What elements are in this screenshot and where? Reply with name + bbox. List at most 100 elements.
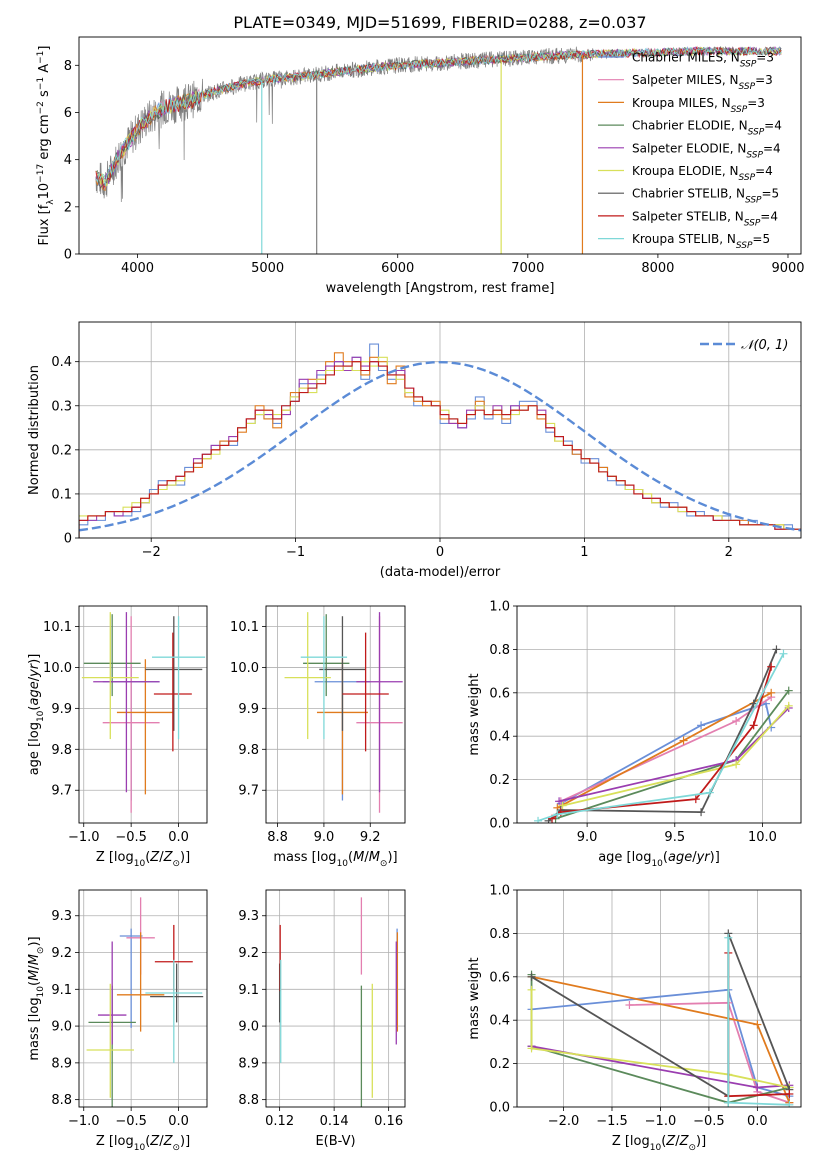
x-tick-label: 8.8	[267, 830, 288, 845]
y-tick-label: 0.1	[51, 487, 72, 502]
x-tick-label: 0.0	[747, 1114, 768, 1129]
axes-weight-vs-z: −2.0 −1.5 −1.0 −0.5 0.0 0.0 0.2 0.4 0.6 0.8 1.0 Z […	[467, 884, 802, 1153]
legend-entry-label: Salpeter ELODIE, NSSP=4	[632, 141, 781, 160]
y-axis-label: Normed distribution	[27, 365, 42, 495]
plot-area-residuals	[79, 322, 801, 538]
y-tick-label: 10.0	[230, 661, 259, 676]
axes-weight-vs-age: 9.0 9.5 10.0 0.0 0.2 0.4 0.6 0.8 1.0 age [log10(a…	[467, 600, 802, 869]
x-tick-label: 5000	[251, 261, 284, 276]
x-axis-label: age [log10(age/yr)]	[598, 850, 720, 869]
y-tick-label: 9.8	[51, 743, 72, 758]
plot-area-age-vs-mass	[266, 606, 405, 823]
x-tick-label: 2	[725, 545, 733, 560]
axes-frame	[78, 36, 802, 255]
model-spectrum-line	[95, 46, 782, 187]
axes-mass-vs-z: −1.0 −0.5 0.0 8.8 8.9 9.0 9.1 9.2 9.3 Z [log10(Z/…	[27, 889, 208, 1153]
y-tick-label: 10.1	[43, 620, 72, 635]
y-tick-label: 9.1	[238, 983, 259, 998]
y-tick-label: 9.0	[238, 1020, 259, 1035]
y-tick-label: 9.7	[238, 784, 259, 799]
x-tick-label: 0.0	[168, 830, 189, 845]
x-tick-label: 7000	[511, 261, 544, 276]
y-tick-label: 10.0	[43, 661, 72, 676]
y-tick-label: 6	[64, 106, 72, 121]
histogram-step	[79, 361, 801, 538]
x-tick-label: −1.5	[596, 1114, 628, 1129]
x-tick-label: 9.0	[314, 830, 335, 845]
y-tick-label: 9.9	[238, 702, 259, 717]
x-tick-label: −2.0	[548, 1114, 580, 1129]
y-tick-label: 0	[64, 248, 72, 263]
axes-spectrum: 4000 5000 6000 7000 8000 9000 0 2 4 6 8 wavelength …	[36, 36, 805, 296]
x-tick-label: 0.12	[265, 1114, 294, 1129]
x-tick-label: 1	[580, 545, 588, 560]
y-tick-label: 1.0	[489, 600, 510, 615]
axes-frame	[516, 605, 802, 824]
weight-line	[537, 653, 785, 822]
axes-frame	[78, 605, 208, 824]
x-axis-label: Z [log10(Z/Z⊙)]	[612, 1134, 706, 1153]
x-tick-label: 10.0	[748, 830, 777, 845]
x-tick-label: 0.14	[320, 1114, 349, 1129]
y-tick-label: 9.3	[51, 909, 72, 924]
weight-line	[560, 702, 773, 805]
figure-title: PLATE=0349, MJD=51699, FIBERID=0288, z=0…	[233, 13, 646, 32]
y-axis-label: mass [log10(M/M⊙)]	[27, 936, 46, 1060]
x-tick-label: 9000	[771, 261, 804, 276]
x-tick-label: −1.0	[68, 830, 100, 845]
x-tick-label: −0.5	[693, 1114, 725, 1129]
legend-entry-label: Kroupa MILES, NSSP=3	[632, 96, 765, 115]
y-tick-label: 8.8	[238, 1093, 259, 1108]
axes-age-vs-z: −1.0 −0.5 0.0 9.7 9.8 9.9 10.0 10.1 Z [log10(Z/Z…	[27, 605, 208, 869]
plot-area-weight-vs-age	[517, 606, 801, 823]
y-tick-label: 4	[64, 153, 72, 168]
y-tick-label: 0.3	[51, 399, 72, 414]
y-tick-label: 8.9	[51, 1056, 72, 1071]
y-tick-label: 9.0	[51, 1020, 72, 1035]
x-tick-label: 8000	[641, 261, 674, 276]
legend-entry-label: Kroupa ELODIE, NSSP=4	[632, 164, 773, 183]
y-axis-label: age [log10(age/yr)]	[27, 654, 46, 776]
legend-entry-label: Kroupa STELIB, NSSP=5	[632, 232, 770, 251]
x-axis-label: mass [log10(M/M⊙)]	[273, 850, 397, 869]
plot-area-weight-vs-z	[517, 890, 801, 1107]
axes-mass-vs-ebv: 0.12 0.14 0.16 8.8 8.9 9.0 9.1 9.2 9.3 E(B-V)	[238, 889, 406, 1149]
weight-line	[629, 1001, 790, 1104]
y-tick-label: 0.8	[489, 643, 510, 658]
plot-area-mass-vs-ebv	[266, 890, 405, 1107]
axes-frame	[265, 889, 406, 1108]
y-tick-label: 9.8	[238, 743, 259, 758]
plot-area-age-vs-z	[79, 606, 207, 823]
y-tick-label: 0.6	[489, 686, 510, 701]
y-tick-label: 0.8	[489, 927, 510, 942]
legend-entry-label: Chabrier ELODIE, NSSP=4	[632, 119, 782, 138]
y-tick-label: 0.4	[489, 730, 510, 745]
y-tick-label: 9.2	[51, 946, 72, 961]
y-tick-label: 0.2	[489, 1057, 510, 1072]
y-tick-label: 0.4	[489, 1014, 510, 1029]
x-axis-label: wavelength [Angstrom, rest frame]	[326, 281, 555, 296]
weight-line	[530, 989, 790, 1089]
axes-frame	[265, 605, 406, 824]
y-tick-label: 1.0	[489, 884, 510, 899]
y-tick-label: 9.2	[238, 946, 259, 961]
plot-area-mass-vs-z	[79, 890, 207, 1107]
normal-distribution-curve	[79, 360, 801, 532]
axes-frame	[78, 889, 208, 1108]
weight-line	[556, 692, 772, 809]
axes-frame	[78, 321, 802, 539]
x-tick-label: 0	[436, 545, 444, 560]
y-tick-label: 8.9	[238, 1056, 259, 1071]
x-tick-label: 9.0	[577, 830, 598, 845]
legend-entry-label: Chabrier STELIB, NSSP=5	[632, 187, 779, 206]
axes-residuals: −2 −1 0 1 2 0 0.1 0.2 0.3 0.4 (data-model)/error No…	[27, 321, 802, 580]
x-tick-label: −1.0	[68, 1114, 100, 1129]
y-tick-label: 10.1	[230, 620, 259, 635]
x-tick-label: −0.5	[115, 1114, 147, 1129]
x-tick-label: 6000	[381, 261, 414, 276]
model-spectrum-line	[95, 46, 782, 187]
legend-entry-label: 𝒩(0, 1)	[741, 338, 788, 353]
y-tick-label: 2	[64, 200, 72, 215]
